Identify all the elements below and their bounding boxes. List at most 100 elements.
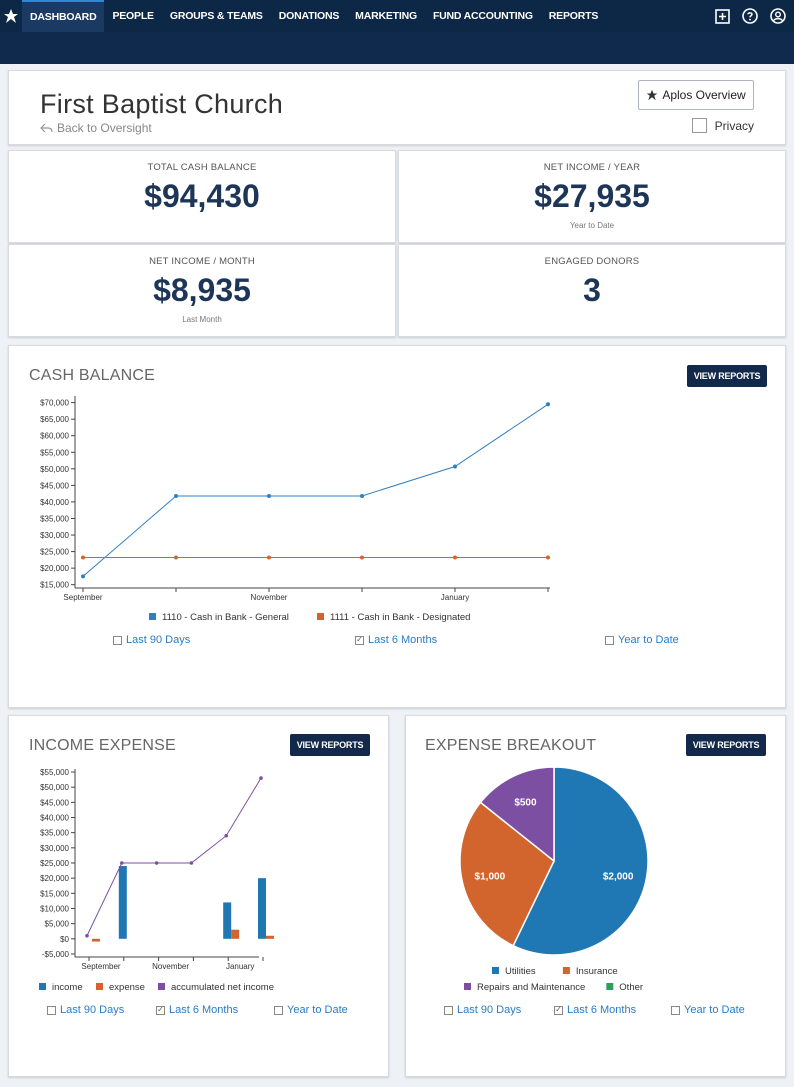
data-point <box>267 555 271 560</box>
data-point <box>120 861 124 865</box>
pie-slice <box>479 766 555 863</box>
y-tick-label: $35,000 <box>40 514 69 523</box>
range-year-to-date[interactable]: Year to Date <box>605 634 679 646</box>
legend-label: accumulated net income <box>171 982 274 993</box>
privacy-checkbox[interactable] <box>691 118 707 133</box>
range-year-to-date[interactable]: Year to Date <box>671 1004 745 1016</box>
x-tick-label: November <box>152 962 189 971</box>
checkbox[interactable] <box>274 1005 283 1015</box>
x-tick-label: January <box>226 962 254 971</box>
range-last-90-days[interactable]: Last 90 Days <box>444 1004 521 1016</box>
income-expense-chart: -$5,000 $0 $5,000 $10,000 $15,000 $20,000 $25,… <box>39 768 274 993</box>
legend-label: 1110 - Cash in Bank - General <box>162 612 289 623</box>
cash-balance-view-reports-button[interactable]: VIEW REPORTS <box>687 365 767 387</box>
aplos-logo-icon[interactable] <box>0 0 22 32</box>
legend-label: Repairs and Maintenance <box>477 982 585 993</box>
help-icon[interactable] <box>742 8 758 24</box>
y-tick-label: $50,000 <box>40 465 69 474</box>
data-point <box>81 574 85 579</box>
data-point <box>546 402 550 407</box>
data-point <box>85 933 89 938</box>
legend-label: Utilities <box>505 966 536 977</box>
legend-label: 1111 - Cash in Bank - Designated <box>330 612 470 623</box>
org-header-card: First Baptist Church Back to Oversight A… <box>8 70 786 145</box>
y-tick-label: $50,000 <box>40 783 69 792</box>
checkbox[interactable] <box>671 1005 680 1015</box>
range-label: Last 90 Days <box>60 1004 125 1016</box>
legend-label: expense <box>109 982 145 993</box>
nav-people[interactable]: PEOPLE <box>112 10 154 22</box>
range-last-90-days[interactable]: Last 90 Days <box>47 1004 124 1016</box>
data-point <box>453 464 457 469</box>
nav-reports[interactable]: REPORTS <box>548 10 599 22</box>
data-point <box>360 493 364 498</box>
data-point <box>360 555 364 560</box>
privacy-toggle[interactable]: Privacy <box>691 118 754 133</box>
income-expense-card: INCOME EXPENSE VIEW REPORTS -$5,000 $0 $5,… <box>8 715 389 1077</box>
range-last-6-months[interactable]: ✓ Last 6 Months <box>355 634 437 646</box>
y-tick-label: $30,000 <box>40 844 69 853</box>
back-arrow-icon <box>40 123 53 133</box>
nav-groups-teams[interactable]: GROUPS & TEAMS <box>169 10 263 22</box>
expense-breakout-card: EXPENSE BREAKOUT VIEW REPORTS $2,000 $1,0… <box>405 715 786 1077</box>
y-tick-label: $0 <box>60 935 69 944</box>
stat-label: NET INCOME / MONTH <box>149 256 255 267</box>
slice-label: $2,000 <box>603 872 634 883</box>
card-title: EXPENSE BREAKOUT <box>425 737 597 754</box>
range-last-6-months[interactable]: ✓ Last 6 Months <box>156 1004 238 1016</box>
checkbox-checked[interactable]: ✓ <box>355 635 364 645</box>
legend-label: Insurance <box>576 966 618 977</box>
stat-engaged-donors: ENGAGED DONORS 3 <box>398 244 786 337</box>
stat-net-income-month: NET INCOME / MONTH $8,935 Last Month <box>8 244 396 337</box>
checkbox[interactable] <box>47 1005 56 1015</box>
y-tick-label: $20,000 <box>40 564 69 573</box>
y-tick-label: $65,000 <box>40 415 69 424</box>
bar-expense <box>231 929 240 939</box>
legend-swatch <box>492 967 499 974</box>
pie-slice <box>459 801 555 947</box>
nav-marketing[interactable]: MARKETING <box>355 10 417 22</box>
checkbox[interactable] <box>444 1005 453 1015</box>
y-tick-label: $15,000 <box>40 581 69 590</box>
add-icon[interactable] <box>714 8 730 24</box>
y-tick-label: $40,000 <box>40 498 69 507</box>
x-tick-label: November <box>251 593 288 602</box>
expense-breakout-view-reports-button[interactable]: VIEW REPORTS <box>686 734 766 756</box>
nav-dashboard[interactable]: DASHBOARD <box>22 0 105 32</box>
range-label: Year to Date <box>287 1004 348 1016</box>
checkbox[interactable] <box>113 635 122 645</box>
income-expense-view-reports-button[interactable]: VIEW REPORTS <box>290 734 370 756</box>
legend-swatch <box>149 613 156 620</box>
range-label: Last 6 Months <box>368 634 438 646</box>
aplos-logo-icon <box>647 89 658 101</box>
range-last-6-months[interactable]: ✓ Last 6 Months <box>554 1004 636 1016</box>
nav-fund-accounting[interactable]: FUND ACCOUNTING <box>432 10 533 22</box>
account-icon[interactable] <box>770 8 786 24</box>
back-to-oversight-link[interactable]: Back to Oversight <box>40 121 152 135</box>
y-tick-label: $25,000 <box>40 859 69 868</box>
x-tick-label: January <box>441 593 469 602</box>
checkbox-checked[interactable]: ✓ <box>156 1005 165 1015</box>
checkbox-checked[interactable]: ✓ <box>554 1005 563 1015</box>
checkbox[interactable] <box>605 635 614 645</box>
range-label: Last 90 Days <box>457 1004 522 1016</box>
y-tick-label: $45,000 <box>40 798 69 807</box>
stat-total-cash: TOTAL CASH BALANCE $94,430 <box>8 150 396 243</box>
bar-income <box>118 866 127 939</box>
range-label: Year to Date <box>684 1004 745 1016</box>
y-tick-label: $55,000 <box>40 448 69 457</box>
stat-value: 3 <box>583 272 601 308</box>
legend-swatch <box>158 983 165 990</box>
stat-net-income-year: NET INCOME / YEAR $27,935 Year to Date <box>398 150 786 243</box>
range-last-90-days[interactable]: Last 90 Days <box>113 634 190 646</box>
range-label: Last 6 Months <box>567 1004 637 1016</box>
y-tick-label: $10,000 <box>40 904 69 913</box>
aplos-overview-button[interactable]: Aplos Overview <box>638 80 754 110</box>
legend-label: income <box>52 982 83 993</box>
y-tick-label: $40,000 <box>40 814 69 823</box>
data-point <box>174 555 178 560</box>
range-year-to-date[interactable]: Year to Date <box>274 1004 348 1016</box>
bar-expense <box>266 935 274 939</box>
nav-donations[interactable]: DONATIONS <box>278 10 340 22</box>
data-point <box>546 555 550 560</box>
